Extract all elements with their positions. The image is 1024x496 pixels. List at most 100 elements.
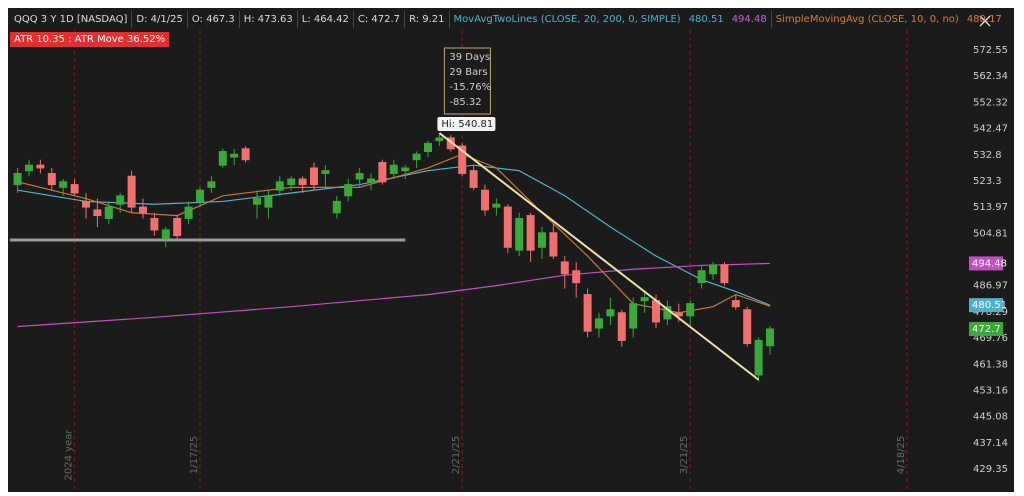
x-tick-label: 3/21/25	[679, 436, 690, 475]
candle-body	[184, 206, 193, 219]
candle-body	[469, 170, 478, 188]
candle-body	[412, 153, 421, 161]
candle-body	[526, 215, 535, 251]
candle-body	[572, 270, 581, 284]
candle-body	[218, 151, 227, 166]
y-tick-label: 469.76	[973, 333, 1008, 344]
y-tick-label: 532.8	[973, 150, 1002, 161]
price-tag	[969, 321, 1003, 336]
price-tag	[969, 298, 1003, 313]
y-tick-label: 429.35	[973, 464, 1008, 475]
candle-body	[47, 172, 56, 186]
y-tick-label: 437.14	[973, 438, 1008, 449]
candle-body	[104, 206, 113, 219]
candle-body	[538, 232, 546, 248]
y-tick-label: 562.34	[973, 71, 1008, 82]
candle-body	[321, 170, 330, 174]
candle-body	[652, 300, 660, 323]
y-tick-label: 453.16	[973, 385, 1008, 396]
annotation-text: -15.76%	[449, 82, 491, 93]
price-tag	[969, 256, 1003, 271]
candle-body	[583, 294, 592, 332]
candle-body	[93, 209, 102, 217]
candle-body	[503, 206, 512, 248]
candle-body	[196, 189, 204, 202]
legend-ma: MovAvgTwoLines (CLOSE, 20, 200, 0, SIMPL…	[453, 14, 681, 25]
candle-body	[13, 172, 22, 186]
moving-average	[17, 262, 771, 328]
chart-frame	[8, 8, 1014, 492]
range: R: 9.21	[405, 11, 450, 28]
y-tick-label: 523.3	[973, 176, 1002, 187]
x-tick-label: 2/21/25	[451, 436, 462, 475]
candle-body	[606, 309, 615, 317]
candle-body	[298, 178, 307, 186]
price-tag-label: 494.48	[972, 258, 1007, 269]
candle-body	[139, 206, 147, 214]
icon-stroke	[979, 15, 991, 27]
candle-body	[59, 181, 68, 188]
symbol: QQQ 3 Y 1D [NASDAQ]	[10, 11, 133, 28]
candle-body	[287, 178, 296, 186]
candle-body	[743, 309, 752, 345]
candle-body	[332, 200, 341, 214]
annotation-box	[443, 47, 491, 115]
candle-body	[25, 164, 33, 172]
trend-line	[438, 132, 760, 381]
candle-body	[173, 217, 182, 237]
settings-icon[interactable]	[979, 15, 991, 27]
candle-body	[82, 200, 90, 208]
candle-body	[697, 270, 706, 284]
candle-body	[549, 232, 558, 257]
candle-body	[686, 303, 695, 317]
candle-body	[709, 264, 717, 275]
candle-body	[481, 189, 489, 211]
candle-body	[458, 145, 467, 174]
candle-body	[230, 153, 239, 158]
candle-body	[275, 181, 284, 191]
candle-body	[264, 195, 273, 208]
candle-body	[560, 261, 569, 275]
y-tick-label: 461.38	[973, 359, 1008, 370]
candle-body	[595, 318, 603, 329]
candle-body	[389, 164, 398, 174]
price-axis	[965, 8, 1014, 492]
candle-body	[515, 217, 524, 251]
annotation-text: -85.32	[449, 97, 481, 108]
legend-value: 480.17	[966, 14, 1002, 25]
y-tick-label: 542.47	[973, 124, 1008, 135]
x-tick-label: 2024 year	[64, 429, 75, 481]
y-tick-label: 513.97	[973, 202, 1008, 213]
candle-body	[253, 198, 261, 205]
high: H: 473.63	[240, 11, 298, 28]
candle-body	[127, 175, 136, 208]
x-tick-label: 1/17/25	[189, 436, 200, 475]
hi-label: Hi: 540.81	[441, 119, 493, 130]
candle-body	[766, 328, 774, 347]
candle-body	[435, 137, 444, 142]
y-tick-label: 572.55	[973, 45, 1008, 56]
candle-body	[720, 264, 729, 284]
candle-body	[617, 312, 626, 341]
date: D: 4/1/25	[132, 11, 188, 28]
atr-label: ATR 10.35 : ATR Move 36.52%	[10, 32, 170, 47]
candle-body	[378, 161, 387, 183]
hi-label-box	[437, 117, 496, 132]
open: O: 467.3	[188, 11, 240, 28]
candle-body	[344, 184, 353, 197]
candle-body	[640, 297, 649, 302]
legend-value: 480.51	[688, 14, 724, 25]
candle-body	[241, 148, 250, 161]
candle-body	[36, 164, 45, 169]
candle-body	[629, 303, 638, 329]
candle-body	[367, 178, 375, 183]
legend-value: 494.48	[728, 11, 772, 28]
y-tick-label: 504.81	[973, 228, 1008, 239]
y-tick-label: 486.97	[973, 281, 1008, 292]
y-tick-label: 445.08	[973, 412, 1008, 423]
price-tag-label: 480.51	[972, 300, 1007, 311]
candle-body	[116, 195, 125, 205]
close: C: 472.7	[354, 11, 406, 28]
candle-body	[731, 300, 740, 308]
annotation-text: 39 Days	[449, 52, 490, 63]
